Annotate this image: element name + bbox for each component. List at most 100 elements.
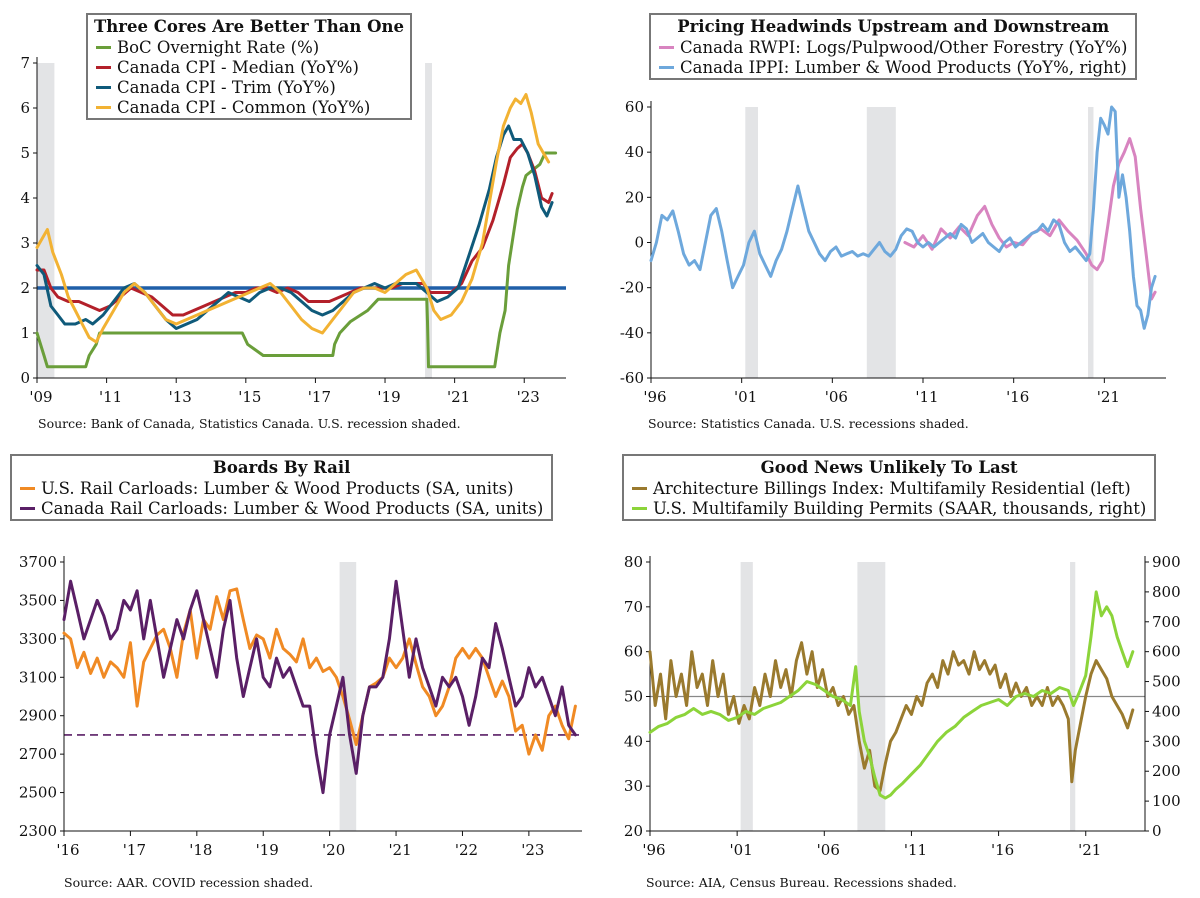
x-tick-label: '23 [521,841,544,859]
y-tick-label: 2700 [19,745,57,763]
x-tick-label: '16 [1006,388,1029,406]
chart-source: Source: AAR. COVID recession shaded. [64,875,314,890]
legend-label: Canada CPI - Trim (YoY%) [117,78,336,97]
series-line [35,151,558,369]
chart-panel-rail-carloads: 2300 2500 2700 2900 3100 3300 3500 3700 '16 '17 '1… [0,449,600,898]
x-tick-label: '17 [123,841,146,859]
legend-swatch [96,106,111,109]
x-tick-label: '96 [642,841,665,859]
chart-plot-area: 2300 2500 2700 2900 3100 3300 3500 3700 '16 '17 '1… [19,553,582,859]
y-tick-label: 0 [20,369,30,387]
y2-tick-label: 0 [1152,822,1162,840]
y-tick-label: 30 [624,777,643,795]
x-tick-label: '19 [256,841,279,859]
x-tick-label: '23 [517,388,540,406]
series-line [903,137,1157,301]
x-tick-label: '01 [734,388,757,406]
x-tick-label: '21 [1097,388,1120,406]
legend-swatch [632,487,647,490]
series-line [649,105,1157,330]
y-tick-label: 20 [625,188,644,206]
legend-label: Canada CPI - Median (YoY%) [117,58,359,77]
y-tick-label: 3500 [19,591,57,609]
y-tick-label: 3300 [19,630,57,648]
y-tick-label: 2300 [19,822,57,840]
x-tick-label: '06 [825,388,848,406]
x-tick-label: '11 [915,388,938,406]
y-tick-label: 0 [634,234,644,252]
series-line [648,590,1135,800]
legend-label: Canada CPI - Common (YoY%) [117,98,371,117]
x-tick-label: '19 [377,388,400,406]
series-line [648,641,1135,793]
series-line [35,93,551,344]
x-tick-label: '16 [991,841,1014,859]
y-tick-label: 60 [625,98,644,116]
legend-label: BoC Overnight Rate (%) [117,38,320,57]
chart-title: Pricing Headwinds Upstream and Downstrea… [677,17,1110,36]
legend-swatch [96,86,111,89]
y-tick-label: -60 [620,369,644,387]
x-tick-label: '96 [643,388,666,406]
y-tick-label: 3700 [19,553,57,571]
x-tick-label: '21 [388,841,411,859]
x-tick-label: '21 [447,388,470,406]
recession-shade [866,107,896,378]
recession-shade [37,63,55,378]
legend-swatch [659,66,674,69]
y2-tick-label: 700 [1152,613,1181,631]
y2-tick-label: 400 [1152,702,1181,720]
legend-swatch [20,507,35,510]
y-tick-label: 2 [20,279,30,297]
legend-entry: Canada RWPI: Logs/Pulpwood/Other Forestr… [659,38,1127,57]
y2-tick-label: 300 [1152,732,1181,750]
x-tick-label: '13 [169,388,192,406]
y-tick-label: 4 [20,189,30,207]
legend-entry: Canada CPI - Trim (YoY%) [96,78,402,97]
y-tick-label: 40 [624,732,643,750]
x-tick-label: '01 [730,841,753,859]
y-tick-label: 80 [624,553,643,571]
chart-source: Source: Bank of Canada, Statistics Canad… [38,416,461,431]
legend-entry: U.S. Multifamily Building Permits (SAAR,… [632,499,1146,518]
y-tick-label: 7 [20,54,30,72]
x-tick-label: '11 [99,388,122,406]
y2-tick-label: 500 [1152,673,1181,691]
recession-shade [339,562,357,831]
chart-panel-bank-rate: 0 1 2 3 4 5 6 7 '09 '11 '13 '15 '17 '19 '21 '23 Three C… [0,0,600,449]
y-tick-label: 70 [624,598,643,616]
y2-tick-label: 200 [1152,762,1181,780]
legend-entry: Canada IPPI: Lumber & Wood Products (YoY… [659,58,1127,77]
legend-label: Canada Rail Carloads: Lumber & Wood Prod… [41,499,544,518]
y-tick-label: 1 [20,324,30,342]
x-tick-label: '15 [238,388,261,406]
chart-title: Boards By Rail [212,458,351,477]
series-line [62,587,577,756]
legend-entry: U.S. Rail Carloads: Lumber & Wood Produc… [20,479,543,498]
chart-title: Three Cores Are Better Than One [94,17,405,36]
y-tick-label: 40 [625,143,644,161]
legend-label: Canada RWPI: Logs/Pulpwood/Other Forestr… [680,38,1128,57]
x-tick-label: '21 [1078,841,1101,859]
x-tick-label: '11 [904,841,927,859]
x-tick-label: '16 [56,841,79,859]
x-tick-label: '17 [308,388,331,406]
y2-tick-label: 900 [1152,553,1181,571]
legend-label: U.S. Multifamily Building Permits (SAAR,… [653,499,1147,518]
x-tick-label: '06 [817,841,840,859]
x-tick-label: '18 [189,841,212,859]
y2-tick-label: 800 [1152,583,1181,601]
y-tick-label: 5 [20,144,30,162]
legend-swatch [659,46,674,49]
y-tick-label: 3 [20,234,30,252]
x-tick-label: '20 [322,841,345,859]
chart-plot-area: 2030405060708001002003004005006007008009… [624,553,1181,859]
series-line [62,579,577,795]
y-tick-label: 20 [624,822,643,840]
series-line [35,124,554,330]
chart-legend: Good News Unlikely To Last Architecture … [622,454,1157,521]
legend-entry: Architecture Billings Index: Multifamily… [632,479,1146,498]
legend-label: U.S. Rail Carloads: Lumber & Wood Produc… [41,479,514,498]
y-tick-label: 6 [20,99,30,117]
y-tick-label: 3100 [19,668,57,686]
